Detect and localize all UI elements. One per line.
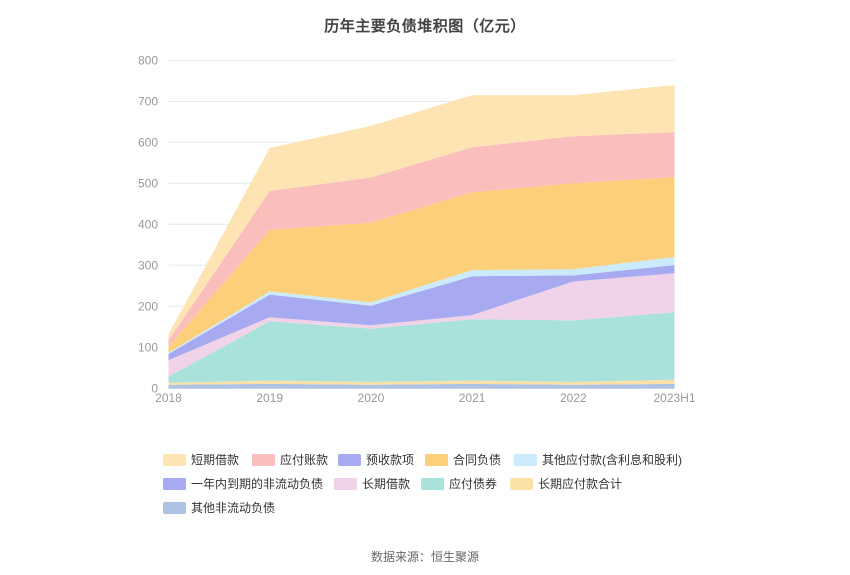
svg-text:2022: 2022 <box>560 391 587 405</box>
svg-text:400: 400 <box>138 218 158 232</box>
svg-text:2023H1: 2023H1 <box>653 391 695 405</box>
svg-text:2018: 2018 <box>155 391 182 405</box>
svg-text:700: 700 <box>138 95 158 109</box>
svg-text:2019: 2019 <box>256 391 283 405</box>
svg-text:2020: 2020 <box>358 391 385 405</box>
svg-text:200: 200 <box>138 300 158 314</box>
svg-text:100: 100 <box>138 341 158 355</box>
svg-text:800: 800 <box>138 54 158 68</box>
svg-text:500: 500 <box>138 177 158 191</box>
svg-text:2021: 2021 <box>459 391 486 405</box>
svg-text:600: 600 <box>138 136 158 150</box>
svg-text:300: 300 <box>138 259 158 273</box>
